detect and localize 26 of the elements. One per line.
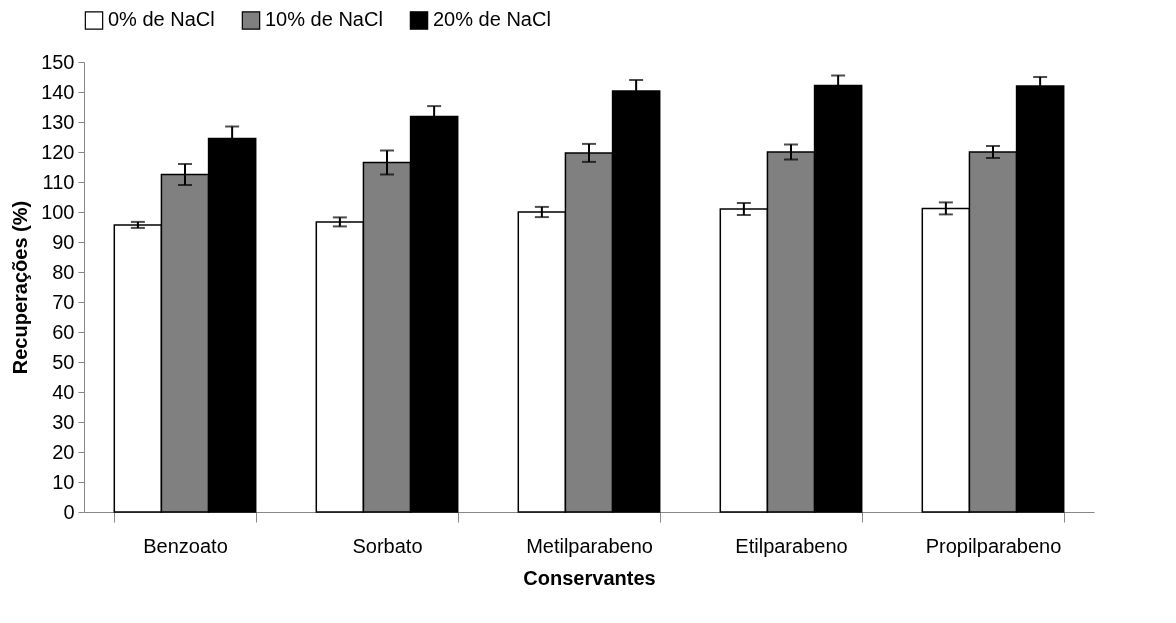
y-tick-label: 110 [42, 170, 75, 193]
x-tick-label: Metilparabeno [526, 534, 653, 557]
y-tick-label: 100 [41, 200, 75, 223]
y-tick-label: 60 [52, 320, 75, 343]
legend-label: 20% de NaCl [433, 8, 551, 31]
legend-label: 10% de NaCl [265, 8, 383, 31]
y-tick-label: 90 [52, 230, 75, 253]
y-tick-label: 10 [52, 470, 75, 493]
y-tick-label: 150 [41, 50, 75, 73]
x-axis-title: Conservantes [523, 566, 656, 589]
legend-label: 0% de NaCl [108, 8, 215, 31]
y-tick-label: 80 [52, 260, 75, 283]
y-tick-label: 70 [52, 290, 75, 313]
y-tick-label: 140 [41, 80, 75, 103]
y-tick-label: 20 [52, 440, 75, 463]
y-tick-label: 50 [52, 350, 75, 373]
x-tick-label: Propilparabeno [925, 534, 1062, 557]
y-tick-label: 0 [63, 500, 75, 523]
x-tick-label: Sorbato [352, 534, 423, 557]
y-tick-label: 30 [52, 410, 75, 433]
y-tick-label: 40 [52, 380, 75, 403]
x-tick-label: Benzoato [143, 534, 228, 557]
x-tick-label: Etilparabeno [735, 534, 848, 557]
y-tick-label: 120 [41, 140, 75, 163]
y-tick-label: 130 [41, 110, 75, 133]
y-axis-title: Recuperações (%) [9, 200, 32, 375]
